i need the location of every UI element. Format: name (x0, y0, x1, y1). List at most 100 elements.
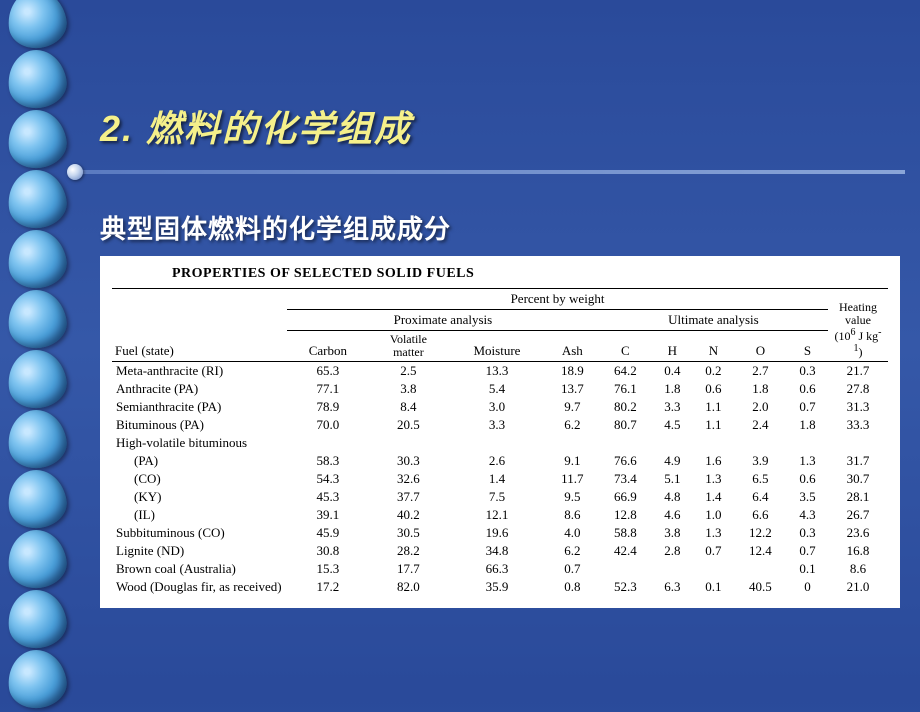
cell-ash: 9.1 (546, 452, 599, 470)
cell-o: 12.4 (734, 542, 787, 560)
spiral-binder (0, 0, 75, 690)
cell-moisture: 35.9 (448, 578, 546, 596)
cell-fuel: High-volatile bituminous (112, 434, 287, 452)
cell-moisture: 66.3 (448, 560, 546, 578)
cell-o (734, 434, 787, 452)
cell-fuel: Semianthracite (PA) (112, 398, 287, 416)
cell-c: 12.8 (599, 506, 652, 524)
col-ash: Ash (546, 331, 599, 362)
cell-h (652, 434, 693, 452)
cell-volatile: 32.6 (369, 470, 449, 488)
cell-heating: 27.8 (828, 380, 888, 398)
cell-c: 58.8 (599, 524, 652, 542)
group-ultimate: Ultimate analysis (599, 310, 828, 331)
cell-o: 3.9 (734, 452, 787, 470)
cell-heating: 23.6 (828, 524, 888, 542)
cell-carbon: 45.3 (287, 488, 369, 506)
cell-heating: 31.3 (828, 398, 888, 416)
cell-n: 1.3 (693, 524, 734, 542)
slide-subtitle: 典型固体燃料的化学组成成分 (100, 209, 900, 246)
cell-s: 3.5 (787, 488, 828, 506)
cell-volatile: 37.7 (369, 488, 449, 506)
table-row: Meta-anthracite (RI)65.32.513.318.964.20… (112, 362, 888, 381)
table-row: Semianthracite (PA)78.98.43.09.780.23.31… (112, 398, 888, 416)
col-h: H (652, 331, 693, 362)
cell-h: 3.3 (652, 398, 693, 416)
cell-heating: 21.0 (828, 578, 888, 596)
cell-s: 1.3 (787, 452, 828, 470)
cell-ash (546, 434, 599, 452)
cell-carbon: 54.3 (287, 470, 369, 488)
cell-ash: 9.5 (546, 488, 599, 506)
cell-n: 1.4 (693, 488, 734, 506)
cell-o: 6.4 (734, 488, 787, 506)
cell-moisture: 3.3 (448, 416, 546, 434)
cell-h: 0.4 (652, 362, 693, 381)
cell-volatile: 30.5 (369, 524, 449, 542)
cell-o: 2.4 (734, 416, 787, 434)
cell-n: 1.1 (693, 416, 734, 434)
cell-volatile: 3.8 (369, 380, 449, 398)
cell-fuel: Anthracite (PA) (112, 380, 287, 398)
col-fuel: Fuel (state) (112, 289, 287, 362)
table-row: Lignite (ND)30.828.234.86.242.42.80.712.… (112, 542, 888, 560)
super-header: Percent by weight (287, 289, 828, 310)
cell-fuel: Wood (Douglas fir, as received) (112, 578, 287, 596)
cell-volatile (369, 434, 449, 452)
cell-n: 0.1 (693, 578, 734, 596)
cell-n (693, 434, 734, 452)
cell-carbon (287, 434, 369, 452)
table-row: Anthracite (PA)77.13.85.413.776.11.80.61… (112, 380, 888, 398)
cell-fuel: (PA) (112, 452, 287, 470)
cell-c (599, 560, 652, 578)
cell-moisture (448, 434, 546, 452)
cell-volatile: 30.3 (369, 452, 449, 470)
cell-moisture: 13.3 (448, 362, 546, 381)
cell-carbon: 65.3 (287, 362, 369, 381)
cell-heating (828, 434, 888, 452)
cell-o: 2.0 (734, 398, 787, 416)
table-row: Subbituminous (CO)45.930.519.64.058.83.8… (112, 524, 888, 542)
col-s: S (787, 331, 828, 362)
cell-ash: 11.7 (546, 470, 599, 488)
cell-ash: 9.7 (546, 398, 599, 416)
cell-n: 0.6 (693, 380, 734, 398)
cell-volatile: 82.0 (369, 578, 449, 596)
cell-heating: 30.7 (828, 470, 888, 488)
cell-h: 4.5 (652, 416, 693, 434)
cell-volatile: 8.4 (369, 398, 449, 416)
table-row: Bituminous (PA)70.020.53.36.280.74.51.12… (112, 416, 888, 434)
title-divider (75, 170, 905, 174)
cell-moisture: 5.4 (448, 380, 546, 398)
cell-c: 76.6 (599, 452, 652, 470)
cell-h: 4.9 (652, 452, 693, 470)
group-proximate: Proximate analysis (287, 310, 599, 331)
col-n: N (693, 331, 734, 362)
cell-moisture: 1.4 (448, 470, 546, 488)
table-row: Brown coal (Australia)15.317.766.30.70.1… (112, 560, 888, 578)
cell-c: 80.7 (599, 416, 652, 434)
cell-h: 2.8 (652, 542, 693, 560)
cell-ash: 4.0 (546, 524, 599, 542)
table-header: Fuel (state) Percent by weight Heatingva… (112, 289, 888, 362)
fuel-properties-table: Fuel (state) Percent by weight Heatingva… (112, 288, 888, 596)
cell-heating: 16.8 (828, 542, 888, 560)
cell-ash: 0.7 (546, 560, 599, 578)
cell-heating: 33.3 (828, 416, 888, 434)
table-row: (KY)45.337.77.59.566.94.81.46.43.528.1 (112, 488, 888, 506)
cell-fuel: Subbituminous (CO) (112, 524, 287, 542)
cell-moisture: 12.1 (448, 506, 546, 524)
cell-n: 1.1 (693, 398, 734, 416)
cell-c: 66.9 (599, 488, 652, 506)
col-o: O (734, 331, 787, 362)
cell-carbon: 58.3 (287, 452, 369, 470)
cell-fuel: Meta-anthracite (RI) (112, 362, 287, 381)
cell-h: 4.8 (652, 488, 693, 506)
cell-c: 52.3 (599, 578, 652, 596)
cell-fuel: Brown coal (Australia) (112, 560, 287, 578)
cell-moisture: 3.0 (448, 398, 546, 416)
cell-n: 1.0 (693, 506, 734, 524)
table-row: (PA)58.330.32.69.176.64.91.63.91.331.7 (112, 452, 888, 470)
cell-carbon: 17.2 (287, 578, 369, 596)
cell-o: 40.5 (734, 578, 787, 596)
